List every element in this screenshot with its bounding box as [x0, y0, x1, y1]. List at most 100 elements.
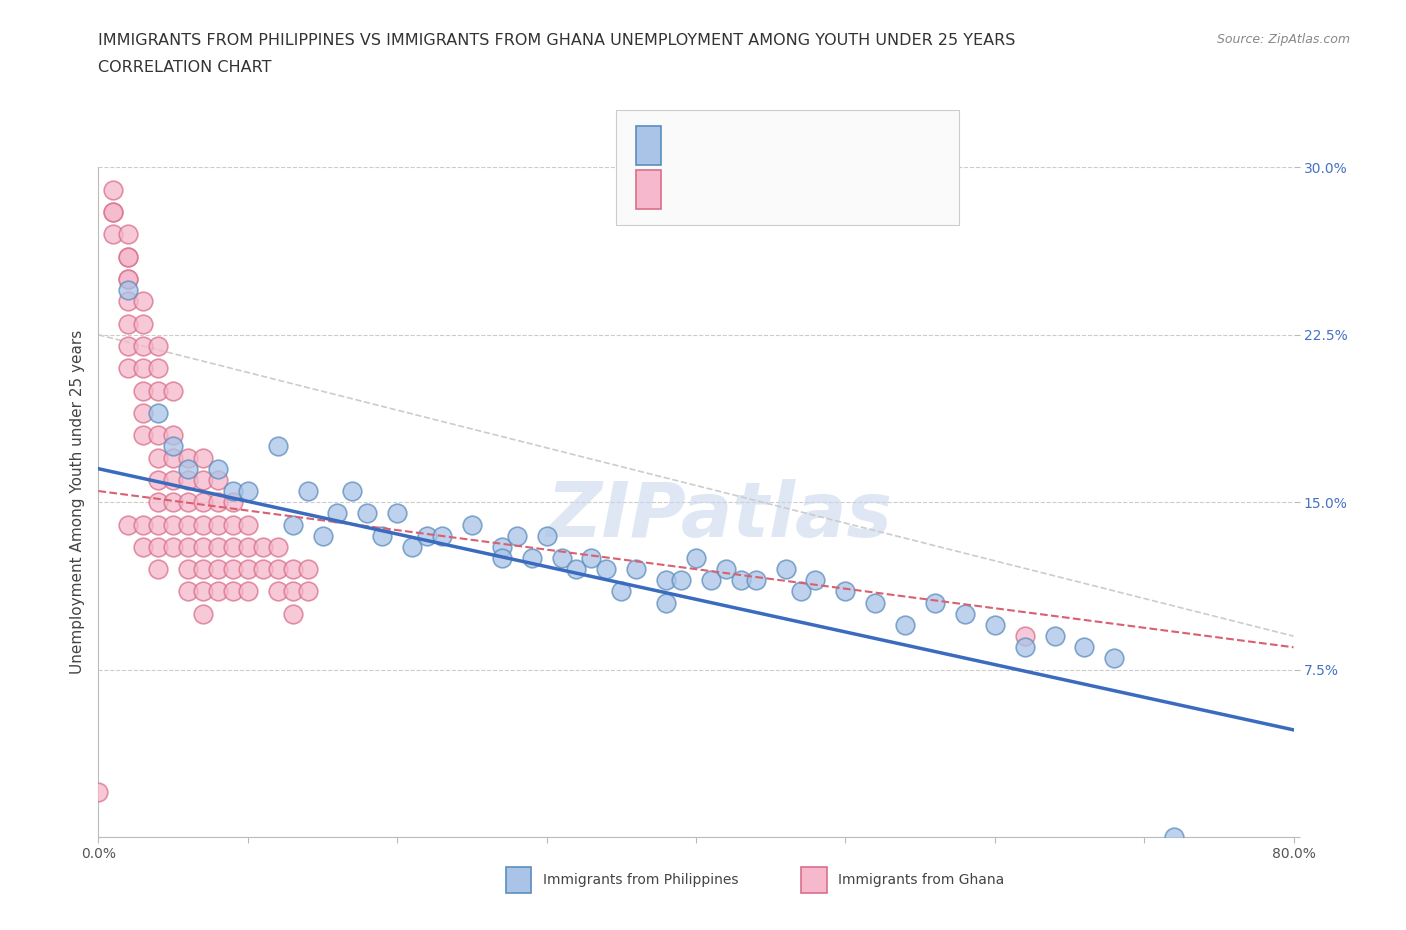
Point	[745, 573, 768, 588]
Text: Source: ZipAtlas.com: Source: ZipAtlas.com	[1216, 33, 1350, 46]
Point	[207, 461, 229, 476]
Point	[132, 405, 155, 420]
Point	[1104, 651, 1126, 666]
Text: ZIPatlas: ZIPatlas	[547, 479, 893, 552]
Point	[595, 562, 617, 577]
Point	[281, 606, 304, 621]
Point	[267, 439, 290, 454]
Point	[162, 428, 184, 443]
Point	[177, 495, 200, 510]
Point	[371, 528, 394, 543]
Point	[132, 339, 155, 353]
Point	[789, 584, 811, 599]
Point	[132, 294, 155, 309]
Point	[148, 450, 170, 465]
Point	[297, 484, 319, 498]
Point	[177, 539, 200, 554]
Point	[207, 495, 229, 510]
Point	[550, 551, 572, 565]
Point	[148, 517, 170, 532]
Point	[117, 316, 139, 331]
Point	[103, 205, 125, 219]
Point	[865, 595, 887, 610]
Point	[236, 517, 259, 532]
Point	[132, 361, 155, 376]
Point	[207, 539, 229, 554]
Point	[714, 562, 737, 577]
Point	[236, 539, 259, 554]
Text: R = -0.355    N = 53: R = -0.355 N = 53	[675, 137, 830, 152]
Point	[117, 339, 139, 353]
Point	[148, 539, 170, 554]
Point	[148, 472, 170, 487]
Point	[117, 517, 139, 532]
Point	[236, 562, 259, 577]
Point	[311, 528, 333, 543]
Point	[162, 450, 184, 465]
Point	[191, 539, 214, 554]
Point	[536, 528, 558, 543]
Point	[191, 584, 214, 599]
Point	[281, 517, 304, 532]
Point	[267, 562, 290, 577]
Point	[162, 383, 184, 398]
Point	[177, 472, 200, 487]
Point	[103, 182, 125, 197]
Point	[162, 539, 184, 554]
Point	[117, 272, 139, 286]
Point	[356, 506, 378, 521]
Text: IMMIGRANTS FROM PHILIPPINES VS IMMIGRANTS FROM GHANA UNEMPLOYMENT AMONG YOUTH UN: IMMIGRANTS FROM PHILIPPINES VS IMMIGRANT…	[98, 33, 1015, 47]
Point	[148, 361, 170, 376]
Point	[267, 584, 290, 599]
Point	[385, 506, 409, 521]
Point	[207, 472, 229, 487]
Point	[624, 562, 647, 577]
Point	[148, 428, 170, 443]
Text: CORRELATION CHART: CORRELATION CHART	[98, 60, 271, 75]
Point	[506, 528, 529, 543]
Point	[148, 383, 170, 398]
Point	[924, 595, 946, 610]
Point	[162, 495, 184, 510]
Point	[191, 606, 214, 621]
Point	[326, 506, 349, 521]
Point	[1073, 640, 1095, 655]
Point	[416, 528, 439, 543]
Point	[669, 573, 692, 588]
Point	[148, 562, 170, 577]
Y-axis label: Unemployment Among Youth under 25 years: Unemployment Among Youth under 25 years	[69, 330, 84, 674]
Point	[162, 472, 184, 487]
Point	[1043, 629, 1066, 644]
Point	[207, 584, 229, 599]
Text: R = -0.024    N = 82: R = -0.024 N = 82	[675, 181, 830, 196]
Text: Immigrants from Ghana: Immigrants from Ghana	[838, 872, 1004, 887]
Point	[103, 227, 125, 242]
Point	[132, 383, 155, 398]
Point	[191, 450, 214, 465]
Point	[132, 316, 155, 331]
Point	[610, 584, 633, 599]
Point	[177, 584, 200, 599]
Point	[148, 495, 170, 510]
Point	[191, 495, 214, 510]
Point	[804, 573, 827, 588]
Point	[162, 517, 184, 532]
Point	[655, 595, 678, 610]
Point	[222, 562, 245, 577]
Point	[401, 539, 423, 554]
Point	[1014, 640, 1036, 655]
Point	[132, 539, 155, 554]
Point	[491, 551, 513, 565]
Point	[222, 495, 245, 510]
Text: Immigrants from Philippines: Immigrants from Philippines	[543, 872, 738, 887]
Point	[685, 551, 707, 565]
Point	[700, 573, 723, 588]
Point	[581, 551, 603, 565]
Point	[236, 484, 259, 498]
Point	[834, 584, 856, 599]
Point	[252, 562, 274, 577]
Point	[983, 618, 1005, 632]
Point	[252, 539, 274, 554]
Point	[222, 539, 245, 554]
Point	[236, 584, 259, 599]
